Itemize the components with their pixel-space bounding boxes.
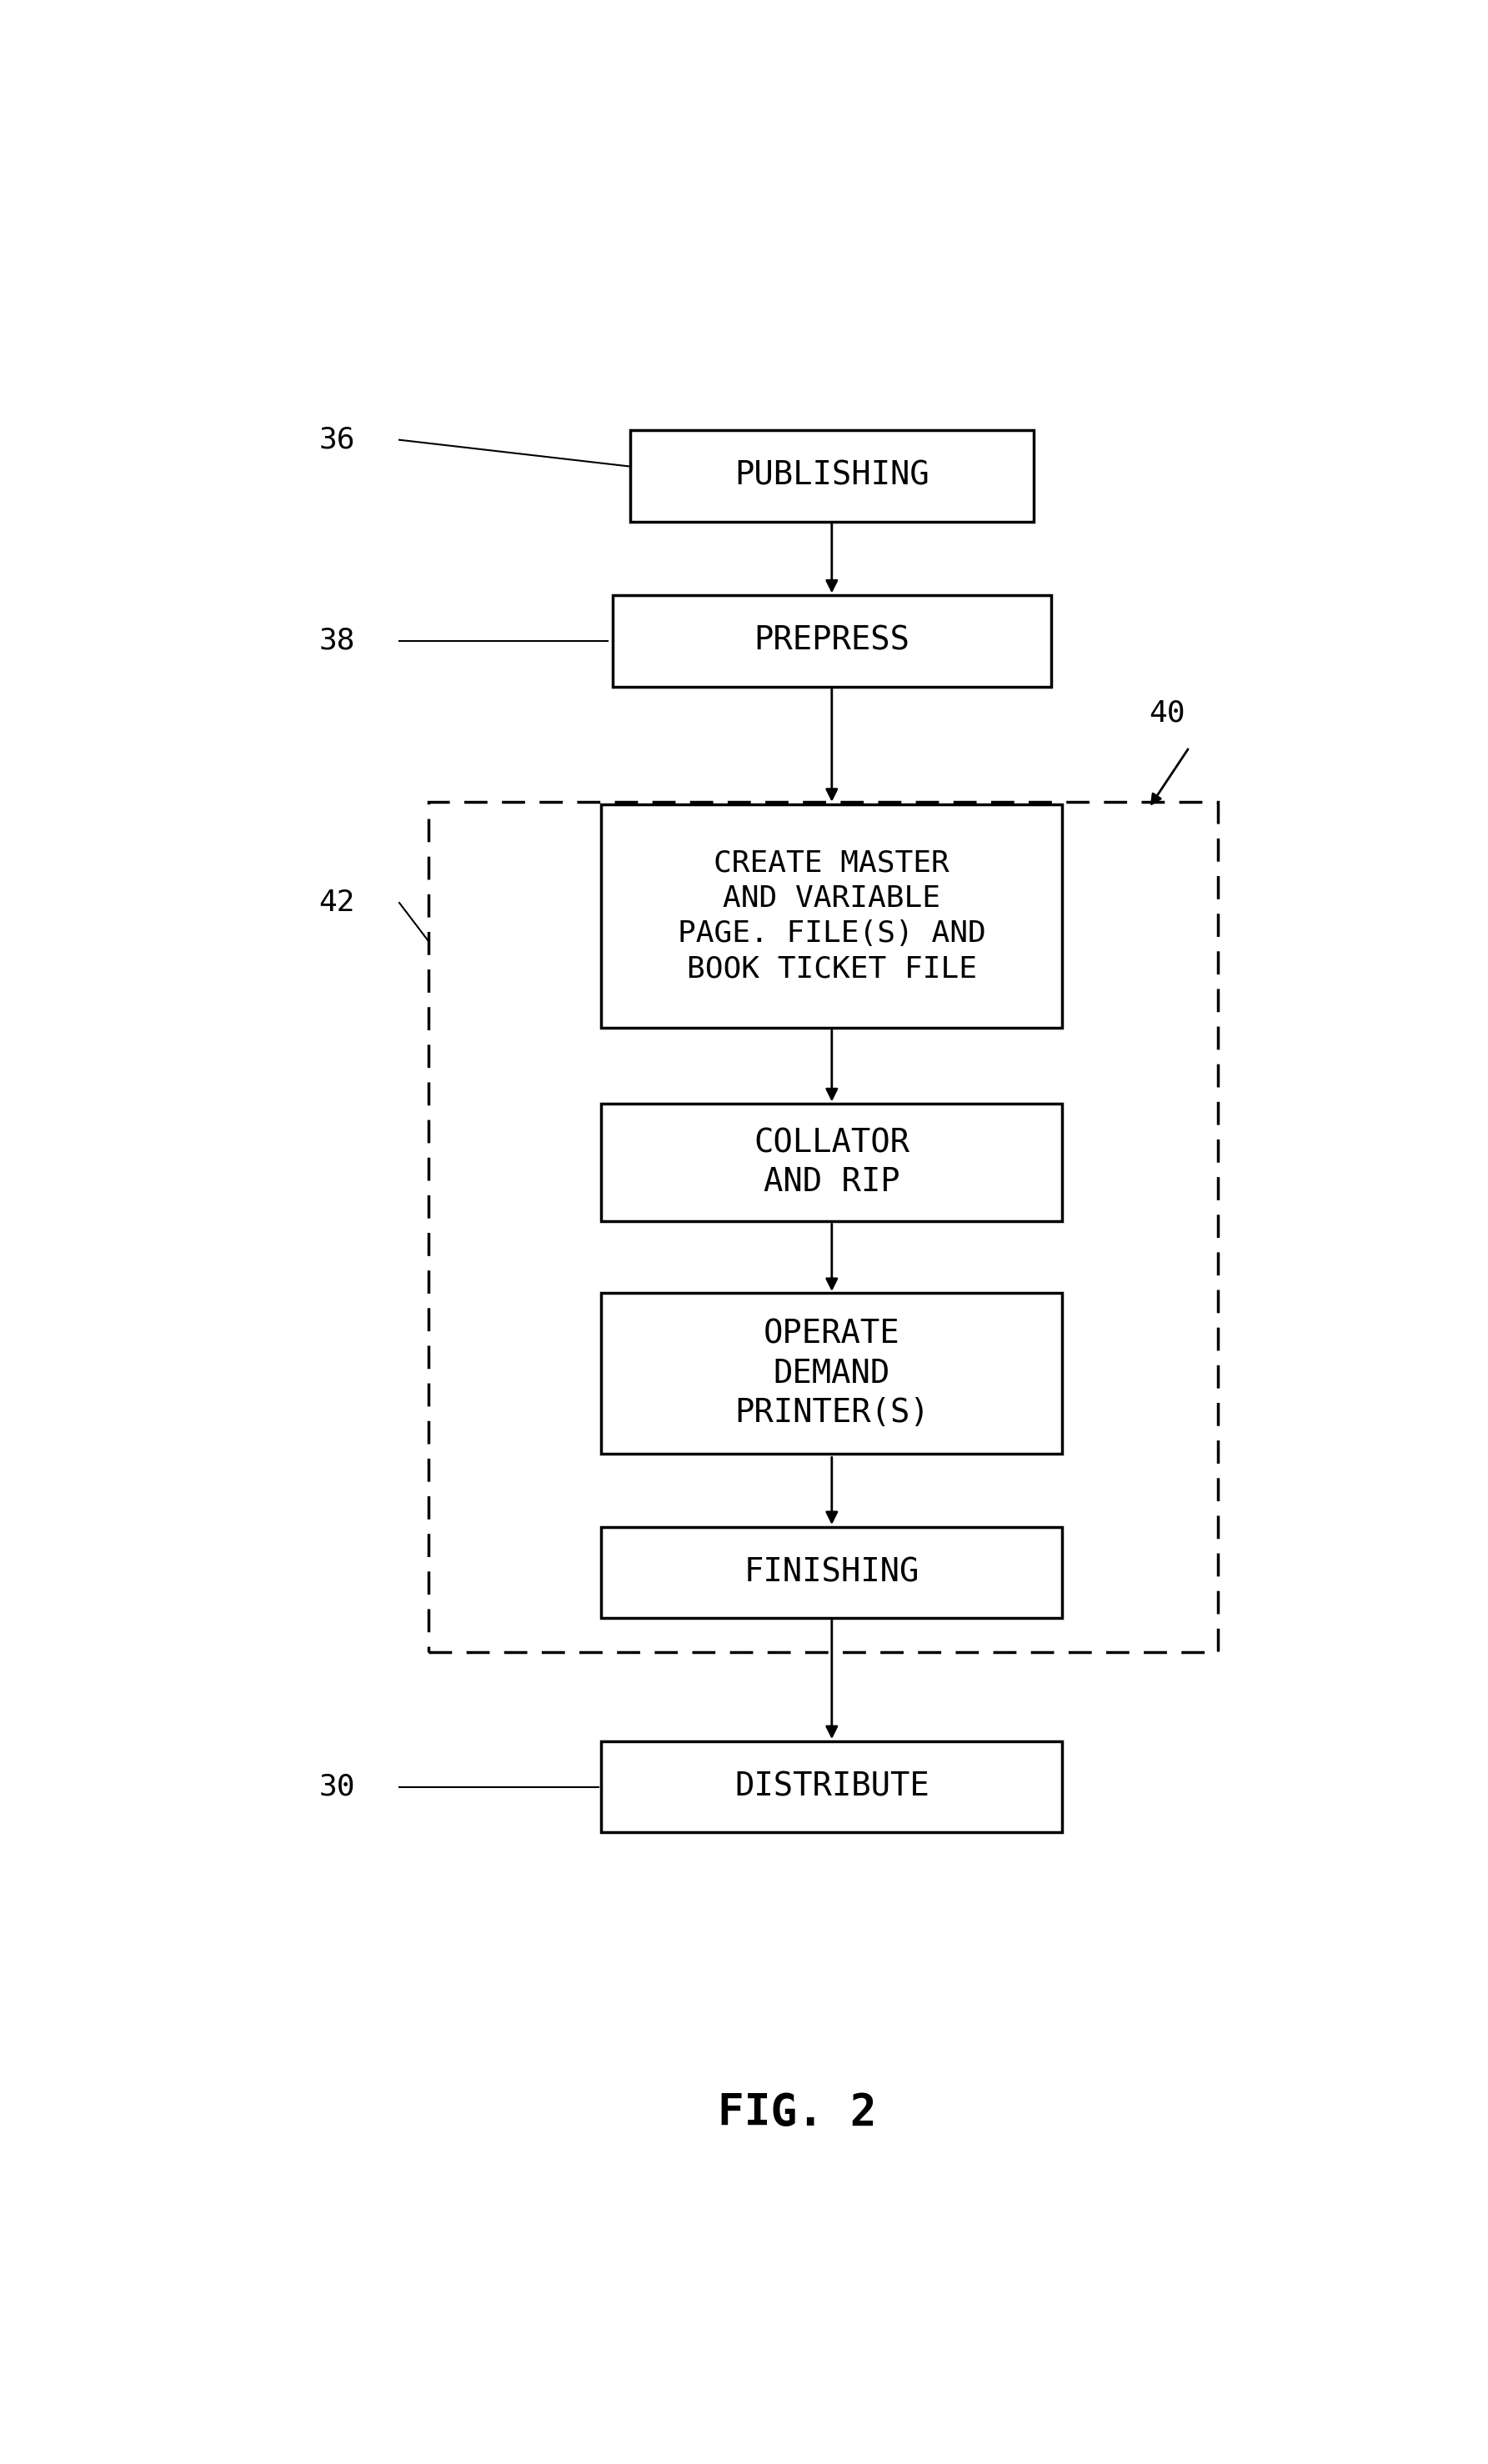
Text: 30: 30 bbox=[318, 1772, 354, 1801]
Bar bbox=[429, 803, 1219, 1653]
Text: OPERATE
DEMAND
PRINTER(S): OPERATE DEMAND PRINTER(S) bbox=[735, 1318, 929, 1429]
Bar bbox=[601, 803, 1062, 1027]
Text: 42: 42 bbox=[318, 890, 354, 917]
Bar bbox=[629, 431, 1034, 522]
Text: DISTRIBUTE: DISTRIBUTE bbox=[735, 1772, 929, 1804]
Text: PREPRESS: PREPRESS bbox=[754, 626, 909, 658]
Text: 38: 38 bbox=[318, 626, 354, 655]
Bar bbox=[601, 1104, 1062, 1222]
Text: 40: 40 bbox=[1149, 700, 1184, 727]
Text: COLLATOR
AND RIP: COLLATOR AND RIP bbox=[754, 1129, 909, 1198]
Text: FINISHING: FINISHING bbox=[744, 1557, 920, 1589]
Bar bbox=[601, 1742, 1062, 1833]
Bar bbox=[613, 596, 1051, 687]
Text: 36: 36 bbox=[318, 426, 354, 453]
Bar bbox=[601, 1294, 1062, 1454]
Text: CREATE MASTER
AND VARIABLE
PAGE. FILE(S) AND
BOOK TICKET FILE: CREATE MASTER AND VARIABLE PAGE. FILE(S)… bbox=[677, 850, 987, 983]
Text: PUBLISHING: PUBLISHING bbox=[735, 461, 929, 493]
Text: FIG. 2: FIG. 2 bbox=[717, 2092, 876, 2134]
Bar bbox=[601, 1528, 1062, 1619]
